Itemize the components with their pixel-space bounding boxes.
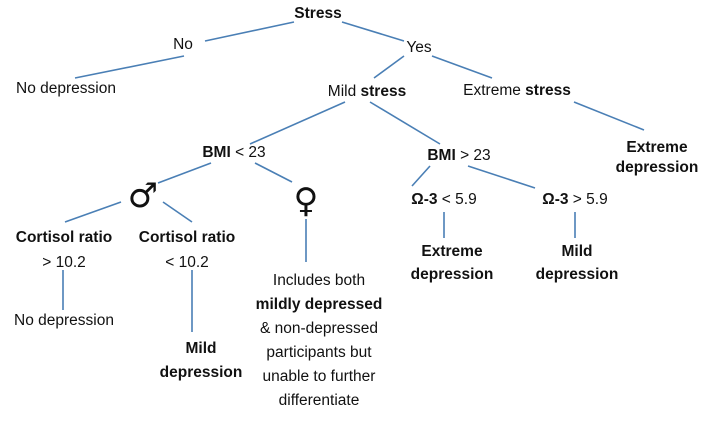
- male-symbol-icon: ♂: [127, 176, 159, 216]
- node-mild-depression-bottom: Mild depression: [160, 337, 243, 385]
- edge-bmilow-male: [157, 162, 212, 184]
- edge-yes-extreme: [431, 55, 493, 79]
- female-note-line5: unable to further: [262, 368, 376, 385]
- female-note-line2: mildly depressed: [255, 296, 383, 313]
- extreme-depression-top-line1: Extreme: [626, 139, 688, 156]
- node-bmi-high: BMI > 23: [427, 146, 490, 166]
- edge-no-nodepression: [74, 55, 185, 79]
- bmi-low-bold: BMI: [202, 144, 231, 161]
- edge-extreme-depression: [573, 101, 645, 131]
- label-yes: Yes: [406, 39, 432, 56]
- extreme-stress-bold: stress: [525, 82, 571, 99]
- female-note-line4: participants but: [266, 344, 372, 361]
- edge-mild-bmihigh: [369, 101, 441, 145]
- female-symbol-icon: ♀: [293, 181, 319, 221]
- label-no: No: [173, 36, 193, 53]
- bmi-low-rest: < 23: [230, 144, 266, 161]
- bmi-high-bold: BMI: [427, 147, 456, 164]
- node-omega-high: Ω-3 > 5.9: [542, 190, 607, 210]
- omega-high-rest: > 5.9: [568, 191, 608, 208]
- edge-bmihigh-omegahigh: [467, 165, 536, 189]
- omega-low-bold: Ω-3: [411, 191, 438, 208]
- node-no-depression-bottom: No depression: [14, 312, 114, 329]
- mild-depression-bottom-line1: Mild: [185, 340, 217, 357]
- extreme-depression-omega-line1: Extreme: [421, 243, 483, 260]
- node-extreme-depression-omega: Extreme depression: [411, 240, 494, 286]
- edge-bmihigh-omegalow: [411, 165, 431, 187]
- extreme-depression-omega-line2: depression: [410, 266, 494, 283]
- node-stress: Stress: [294, 5, 342, 22]
- bmi-high-rest: > 23: [455, 147, 491, 164]
- edge-yes-mild: [373, 55, 405, 79]
- mild-depression-omega-line2: depression: [535, 266, 619, 283]
- edge-mild-bmilow: [249, 101, 346, 145]
- mild-depression-omega-line1: Mild: [561, 243, 593, 260]
- cortisol-high-line1: Cortisol ratio: [15, 229, 113, 246]
- extreme-stress-prefix: Extreme: [463, 82, 526, 99]
- mild-stress-prefix: Mild: [327, 83, 361, 100]
- node-bmi-low: BMI < 23: [202, 143, 265, 163]
- node-extreme-depression-top: Extreme depression: [616, 138, 699, 178]
- female-note-line3: & non-depressed: [259, 320, 379, 337]
- node-omega-low: Ω-3 < 5.9: [411, 190, 476, 210]
- node-cortisol-high: Cortisol ratio > 10.2: [16, 225, 112, 275]
- female-note-line1: Includes both: [272, 272, 366, 289]
- omega-low-rest: < 5.9: [437, 191, 477, 208]
- mild-stress-bold: stress: [360, 83, 407, 100]
- edge-stress-no: [204, 21, 295, 42]
- mild-depression-bottom-line2: depression: [159, 364, 243, 381]
- node-extreme-stress: Extreme stress: [463, 81, 571, 101]
- female-note-line6: differentiate: [278, 392, 360, 409]
- node-female-note: Includes both mildly depressed & non-dep…: [256, 269, 383, 413]
- edge-male-cortisollow: [162, 201, 193, 223]
- extreme-depression-top-line2: depression: [615, 159, 699, 176]
- cortisol-high-line2: > 10.2: [42, 254, 86, 271]
- edge-male-cortisolhigh: [64, 201, 122, 223]
- edge-bmilow-female: [254, 162, 293, 183]
- node-mild-stress: Mild stress: [328, 82, 406, 102]
- edge-stress-yes: [341, 21, 405, 42]
- omega-high-bold: Ω-3: [542, 191, 569, 208]
- node-no-depression-top: No depression: [16, 80, 116, 97]
- cortisol-low-line2: < 10.2: [165, 254, 209, 271]
- cortisol-low-line1: Cortisol ratio: [138, 229, 236, 246]
- node-mild-depression-omega: Mild depression: [536, 240, 619, 286]
- node-cortisol-low: Cortisol ratio < 10.2: [139, 225, 235, 275]
